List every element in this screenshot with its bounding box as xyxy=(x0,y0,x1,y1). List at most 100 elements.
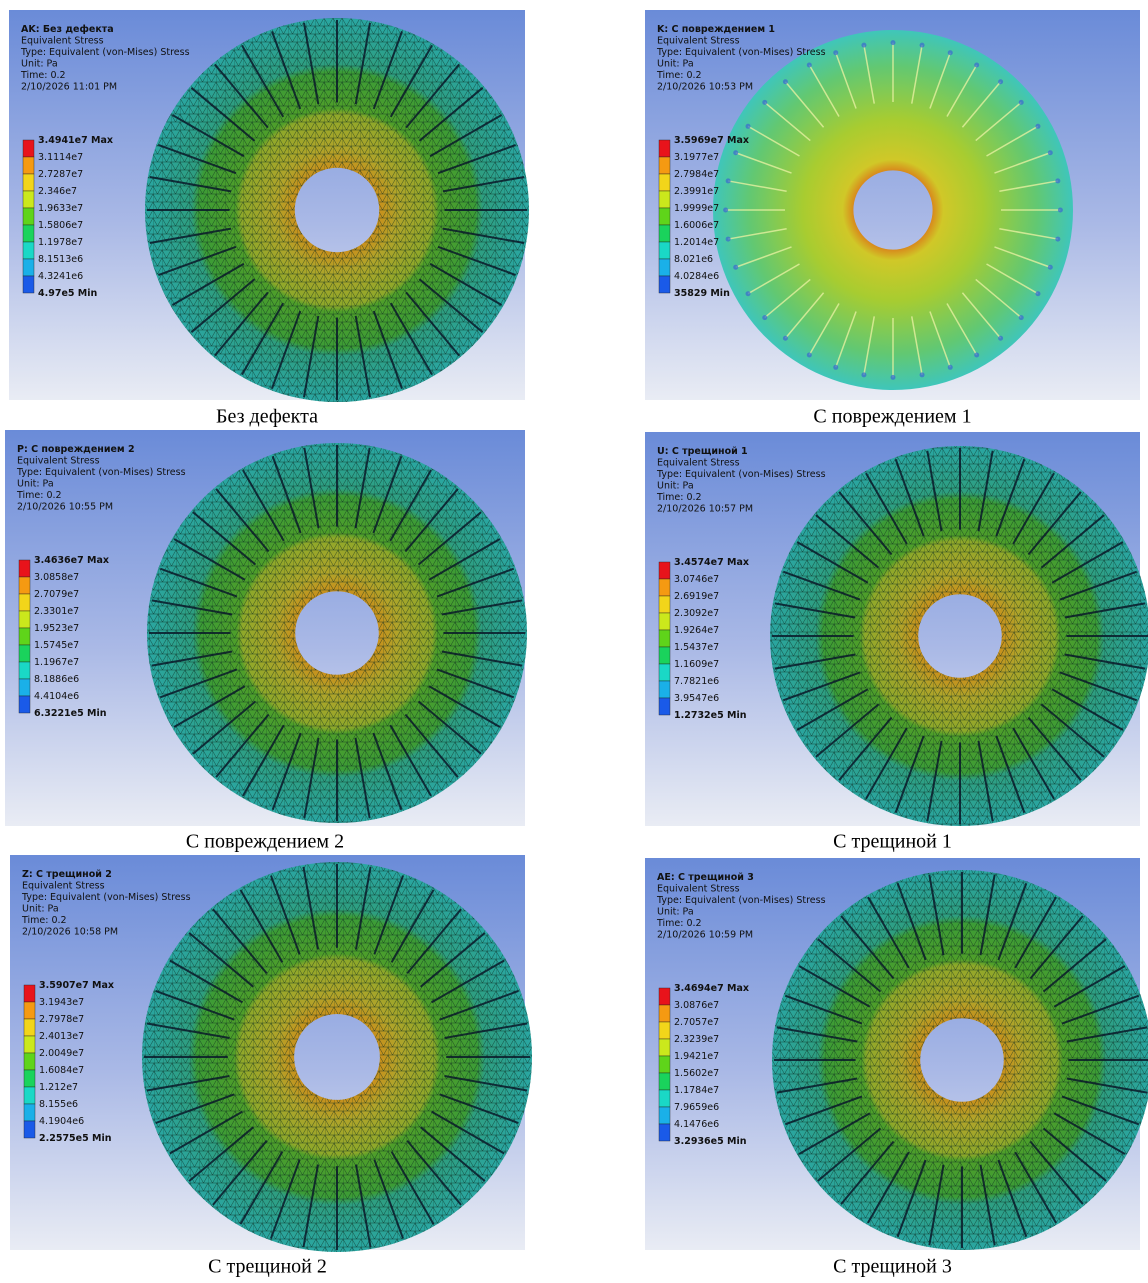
slot-tip xyxy=(891,375,896,380)
legend-label: 1.9421e7 xyxy=(674,1051,719,1062)
legend-swatch xyxy=(23,259,34,276)
legend-label: 3.4941e7 Max xyxy=(38,135,113,146)
header-time: Time: 0.2 xyxy=(656,70,702,81)
legend-label: 2.3991e7 xyxy=(674,186,719,197)
legend-swatch xyxy=(659,191,670,208)
legend-label: 2.7978e7 xyxy=(39,1014,84,1025)
header-unit: Unit: Pa xyxy=(657,59,694,70)
legend-label: 3.2936e5 Min xyxy=(674,1136,747,1147)
legend-label: 1.9523e7 xyxy=(34,623,79,634)
legend-swatch xyxy=(24,1002,35,1019)
slot-tip xyxy=(807,63,812,68)
legend-swatch xyxy=(24,1070,35,1087)
slot-tip xyxy=(998,336,1003,341)
slot-tip xyxy=(783,336,788,341)
legend-label: 4.0284e6 xyxy=(674,271,719,282)
header-title: K: С повреждением 1 xyxy=(657,24,775,35)
legend-label: 1.1609e7 xyxy=(674,659,719,670)
header-type: Type: Equivalent (von-Mises) Stress xyxy=(20,47,190,58)
header-result: Equivalent Stress xyxy=(657,458,740,469)
legend-swatch xyxy=(659,681,670,698)
header-time: Time: 0.2 xyxy=(20,70,66,81)
page: {"panels": [ {"header": {"title": "AK: Б… xyxy=(0,0,1148,1283)
header-date: 2/10/2026 10:58 PM xyxy=(22,927,118,938)
legend-swatch xyxy=(24,1087,35,1104)
header-type: Type: Equivalent (von-Mises) Stress xyxy=(21,892,191,903)
legend-swatch xyxy=(23,208,34,225)
header-date: 2/10/2026 10:59 PM xyxy=(657,930,753,941)
header-unit: Unit: Pa xyxy=(17,479,54,490)
legend-label: 8.1886e6 xyxy=(34,674,79,685)
legend-swatch xyxy=(659,174,670,191)
slot-tip xyxy=(733,265,738,270)
header-title: U: С трещиной 1 xyxy=(657,446,748,457)
legend-swatch xyxy=(659,579,670,596)
legend-label: 1.1978e7 xyxy=(38,237,83,248)
legend-swatch xyxy=(659,1056,670,1073)
legend-swatch xyxy=(659,698,670,715)
legend-label: 3.9547e6 xyxy=(674,693,719,704)
legend-swatch xyxy=(659,562,670,579)
legend-swatch xyxy=(19,662,30,679)
legend-label: 1.1784e7 xyxy=(674,1085,719,1096)
legend-label: 3.5969e7 Max xyxy=(674,135,749,146)
caption: С трещиной 3 xyxy=(833,1256,952,1278)
legend-label: 1.2732e5 Min xyxy=(674,710,747,721)
legend-label: 1.1967e7 xyxy=(34,657,79,668)
legend-label: 6.3221e5 Min xyxy=(34,708,107,719)
legend-swatch xyxy=(659,1090,670,1107)
legend-label: 2.6919e7 xyxy=(674,591,719,602)
slot-tip xyxy=(783,79,788,84)
legend-label: 2.4013e7 xyxy=(39,1031,84,1042)
header-result: Equivalent Stress xyxy=(22,881,105,892)
header-time: Time: 0.2 xyxy=(656,492,702,503)
legend-swatch xyxy=(659,664,670,681)
legend-swatch xyxy=(659,1073,670,1090)
legend-label: 1.6084e7 xyxy=(39,1065,84,1076)
slot-tip xyxy=(998,79,1003,84)
legend-label: 3.5907e7 Max xyxy=(39,980,114,991)
slot-tip xyxy=(861,372,866,377)
legend-swatch xyxy=(659,988,670,1005)
legend-swatch xyxy=(19,577,30,594)
legend-label: 8.021e6 xyxy=(674,254,713,265)
legend-label: 35829 Min xyxy=(674,288,730,299)
legend-label: 3.0858e7 xyxy=(34,572,79,583)
header-type: Type: Equivalent (von-Mises) Stress xyxy=(656,895,826,906)
legend-label: 1.5437e7 xyxy=(674,642,719,653)
caption: С трещиной 1 xyxy=(833,831,952,853)
header-type: Type: Equivalent (von-Mises) Stress xyxy=(16,467,186,478)
legend-swatch xyxy=(19,594,30,611)
legend-label: 3.1114e7 xyxy=(38,152,83,163)
header-unit: Unit: Pa xyxy=(657,907,694,918)
header-time: Time: 0.2 xyxy=(21,915,67,926)
legend-label: 2.346e7 xyxy=(38,186,77,197)
header-result: Equivalent Stress xyxy=(657,884,740,895)
slot-tip xyxy=(1055,178,1060,183)
header-time: Time: 0.2 xyxy=(16,490,62,501)
legend-swatch xyxy=(24,1036,35,1053)
legend-swatch xyxy=(24,1104,35,1121)
legend-swatch xyxy=(19,696,30,713)
legend-label: 1.9999e7 xyxy=(674,203,719,214)
legend-swatch xyxy=(19,611,30,628)
slot-tip xyxy=(733,150,738,155)
legend-label: 4.1476e6 xyxy=(674,1119,719,1130)
legend-label: 3.4694e7 Max xyxy=(674,983,749,994)
legend-swatch xyxy=(659,1107,670,1124)
legend-swatch xyxy=(19,560,30,577)
legend-label: 8.155e6 xyxy=(39,1099,78,1110)
legend-swatch xyxy=(19,645,30,662)
legend-swatch xyxy=(659,259,670,276)
legend-label: 1.5745e7 xyxy=(34,640,79,651)
slot-tip xyxy=(833,50,838,55)
slot-tip xyxy=(726,237,731,242)
slot-tip xyxy=(948,50,953,55)
slot-tip xyxy=(861,43,866,48)
legend-label: 2.2575e5 Min xyxy=(39,1133,112,1144)
legend-label: 3.4574e7 Max xyxy=(674,557,749,568)
slot-tip xyxy=(1048,265,1053,270)
